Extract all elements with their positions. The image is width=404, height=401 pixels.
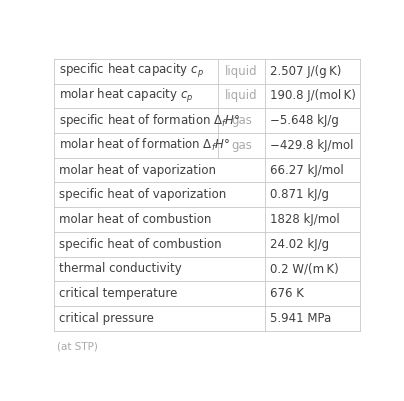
Text: molar heat of formation $\Delta_f H°$: molar heat of formation $\Delta_f H°$: [59, 137, 230, 154]
Text: molar heat of combustion: molar heat of combustion: [59, 213, 211, 226]
Text: specific heat of formation $\Delta_f H°$: specific heat of formation $\Delta_f H°$: [59, 112, 240, 129]
Text: 5.941 MPa: 5.941 MPa: [270, 312, 331, 325]
Text: 190.8 J/(mol K): 190.8 J/(mol K): [270, 89, 356, 103]
Text: critical temperature: critical temperature: [59, 287, 177, 300]
Text: 1828 kJ/mol: 1828 kJ/mol: [270, 213, 339, 226]
Text: molar heat of vaporization: molar heat of vaporization: [59, 164, 216, 176]
Text: liquid: liquid: [225, 65, 258, 78]
Text: specific heat capacity $c_p$: specific heat capacity $c_p$: [59, 62, 204, 80]
Text: thermal conductivity: thermal conductivity: [59, 262, 182, 275]
Text: 0.2 W/(m K): 0.2 W/(m K): [270, 262, 339, 275]
Text: −5.648 kJ/g: −5.648 kJ/g: [270, 114, 339, 127]
Text: (at STP): (at STP): [57, 341, 98, 351]
Text: molar heat capacity $c_p$: molar heat capacity $c_p$: [59, 87, 194, 105]
Text: −429.8 kJ/mol: −429.8 kJ/mol: [270, 139, 354, 152]
Text: gas: gas: [231, 114, 252, 127]
Text: 66.27 kJ/mol: 66.27 kJ/mol: [270, 164, 343, 176]
Text: specific heat of vaporization: specific heat of vaporization: [59, 188, 226, 201]
Text: specific heat of combustion: specific heat of combustion: [59, 238, 221, 251]
Text: gas: gas: [231, 139, 252, 152]
Text: 0.871 kJ/g: 0.871 kJ/g: [270, 188, 329, 201]
Text: 676 K: 676 K: [270, 287, 304, 300]
Text: 2.507 J/(g K): 2.507 J/(g K): [270, 65, 341, 78]
Text: 24.02 kJ/g: 24.02 kJ/g: [270, 238, 329, 251]
Text: critical pressure: critical pressure: [59, 312, 154, 325]
Text: liquid: liquid: [225, 89, 258, 103]
